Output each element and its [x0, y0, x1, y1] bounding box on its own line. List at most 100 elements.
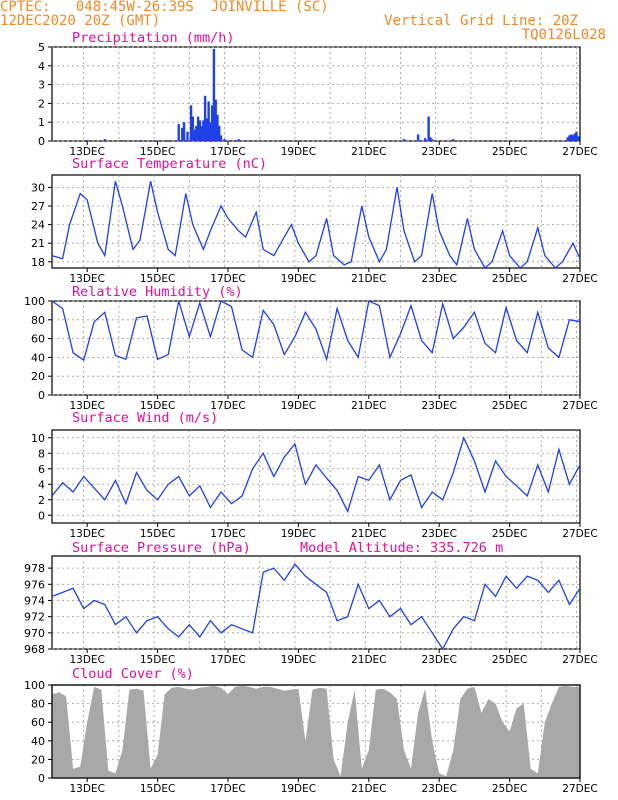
- panel-frame: [51, 555, 581, 650]
- y-tick-label: 20: [31, 753, 45, 766]
- precip-bar: [103, 139, 106, 141]
- panel-frame: [51, 429, 581, 524]
- series-line: [51, 181, 581, 270]
- y-tick-label: 6: [38, 463, 45, 476]
- x-tick-label: 27DEC: [562, 146, 597, 158]
- precip-bar: [177, 124, 180, 141]
- y-tick-label: 0: [38, 389, 45, 402]
- precip-bar: [193, 129, 196, 141]
- x-tick-label: 17DEC: [210, 783, 245, 795]
- panel-frame: [51, 300, 581, 396]
- precip-bar: [203, 95, 207, 141]
- precip-bar: [205, 118, 209, 141]
- panel-title: Surface Wind (m/s): [72, 410, 218, 426]
- x-tick-label: 15DEC: [140, 654, 175, 666]
- x-tick-label: 25DEC: [492, 400, 527, 412]
- x-tick-label: 13DEC: [69, 654, 104, 666]
- precip-bar: [223, 139, 226, 141]
- x-tick-label: 17DEC: [210, 146, 245, 158]
- y-tick-label: 40: [31, 351, 45, 364]
- precip-bar: [568, 135, 571, 141]
- precip-bar: [452, 139, 455, 141]
- x-tick-label: 23DEC: [421, 783, 456, 795]
- precip-bar: [121, 140, 124, 141]
- x-tick-label: 23DEC: [421, 273, 456, 285]
- y-tick-label: 40: [31, 735, 45, 748]
- y-tick-label: 5: [38, 41, 45, 54]
- x-tick-label: 19DEC: [281, 146, 316, 158]
- precip-bar: [86, 140, 89, 141]
- y-tick-label: 0: [38, 772, 45, 785]
- x-tick-label: 19DEC: [281, 654, 316, 666]
- y-tick-label: 2: [38, 97, 45, 110]
- x-tick-label: 23DEC: [421, 146, 456, 158]
- y-tick-label: 978: [24, 562, 45, 575]
- x-tick-label: 27DEC: [562, 273, 597, 285]
- precip-bar: [198, 120, 202, 141]
- y-tick-label: 4: [38, 478, 45, 491]
- precip-bar: [577, 136, 580, 141]
- y-tick-label: 1: [38, 116, 45, 129]
- precip-bar: [186, 131, 189, 141]
- precip-bar: [402, 139, 406, 141]
- x-tick-label: 21DEC: [351, 273, 386, 285]
- y-tick-label: 80: [31, 314, 45, 327]
- precip-bar: [195, 125, 198, 141]
- series-line: [51, 435, 581, 514]
- precip-bar: [189, 105, 193, 141]
- precip-bar: [216, 114, 219, 141]
- x-tick-label: 13DEC: [69, 146, 104, 158]
- panel-frame-overlay: [51, 684, 581, 779]
- precip-bar: [219, 135, 223, 141]
- precip-bar: [566, 137, 569, 141]
- series-line: [51, 563, 581, 651]
- panel-1: 18 21 24 27 30 13DEC 15DEC 17DEC 19DEC 21DEC 23DEC…: [31, 156, 598, 285]
- precip-bar: [196, 116, 200, 141]
- y-tick-label: 30: [31, 181, 45, 194]
- precip-bar: [214, 99, 217, 141]
- x-tick-label: 19DEC: [281, 273, 316, 285]
- x-tick-label: 17DEC: [210, 654, 245, 666]
- y-tick-label: 0: [38, 135, 45, 148]
- precip-bar: [237, 139, 240, 141]
- x-tick-label: 27DEC: [562, 528, 597, 540]
- x-tick-label: 15DEC: [140, 528, 175, 540]
- x-tick-label: 13DEC: [69, 783, 104, 795]
- precip-bar: [210, 105, 214, 141]
- x-tick-label: 17DEC: [210, 273, 245, 285]
- precip-bar: [138, 140, 142, 141]
- x-tick-label: 19DEC: [281, 528, 316, 540]
- y-tick-label: 27: [31, 200, 45, 213]
- panel-2: 0 20 40 60 80 100 13DEC 15DEC 17DEC 19DEC 21DEC 23D…: [24, 284, 598, 412]
- x-tick-label: 13DEC: [69, 528, 104, 540]
- cloud-area: [52, 685, 580, 778]
- precip-bar: [430, 139, 434, 141]
- precip-bar: [212, 48, 216, 141]
- x-tick-label: 25DEC: [492, 654, 527, 666]
- panel-3: 0 2 4 6 8 10 13DEC 15DEC 17DEC 19DEC 21DEC 23DEC 25D…: [31, 410, 598, 540]
- y-tick-label: 24: [31, 219, 45, 232]
- precip-bar: [416, 134, 420, 141]
- precip-bar: [181, 127, 184, 141]
- x-tick-label: 15DEC: [140, 400, 175, 412]
- panel-title: Surface Pressure (hPa): [72, 540, 251, 556]
- y-tick-label: 18: [31, 256, 45, 269]
- x-tick-label: 13DEC: [69, 400, 104, 412]
- station-header: CPTEC: 048:45W-26:39S JOINVILLE (SC): [0, 0, 329, 15]
- y-tick-label: 972: [24, 611, 45, 624]
- x-tick-label: 23DEC: [421, 528, 456, 540]
- y-tick-label: 100: [24, 295, 45, 308]
- x-tick-label: 25DEC: [492, 528, 527, 540]
- x-tick-label: 25DEC: [492, 146, 527, 158]
- x-tick-label: 21DEC: [351, 146, 386, 158]
- series-line: [51, 300, 581, 362]
- panel-4: 968 970 972 974 976 978 13DEC 15DEC 17DEC 19DEC 21…: [24, 540, 598, 666]
- y-tick-label: 3: [38, 79, 45, 92]
- x-tick-label: 13DEC: [69, 273, 104, 285]
- x-tick-label: 21DEC: [351, 528, 386, 540]
- panel-frame: [51, 174, 581, 269]
- y-tick-label: 20: [31, 370, 45, 383]
- x-tick-label: 21DEC: [351, 400, 386, 412]
- y-tick-label: 4: [38, 60, 45, 73]
